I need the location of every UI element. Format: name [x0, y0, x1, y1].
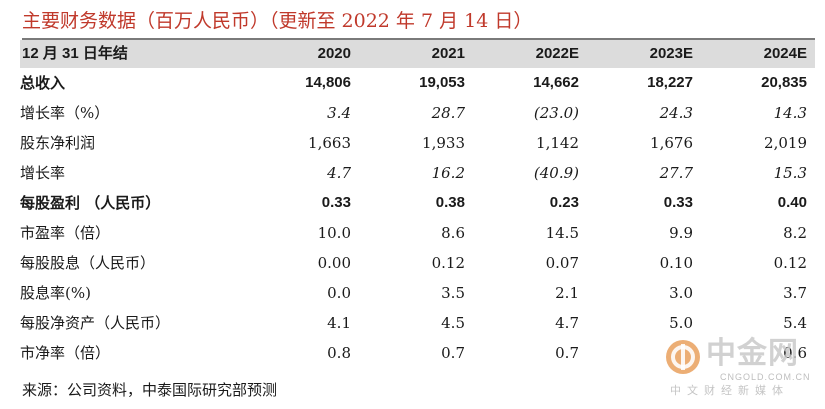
value-cell: 0.8: [327, 344, 351, 362]
row-label: 每股净资产（人民币）: [20, 314, 171, 332]
value-cell: (23.0): [533, 104, 579, 122]
header-year-2020: 2020: [245, 40, 359, 68]
title-divider: [22, 38, 815, 40]
value-cell: 1,933: [422, 134, 465, 152]
value-cell: 14.5: [545, 224, 579, 242]
value-cell: 20,835: [761, 74, 807, 91]
value-cell: 14,806: [305, 74, 351, 91]
value-cell: 9.9: [669, 224, 693, 242]
value-cell: 0.12: [773, 254, 807, 272]
value-cell: 0.12: [431, 254, 465, 272]
header-year-2022e: 2022E: [473, 40, 587, 68]
value-cell: 0.33: [321, 194, 351, 211]
value-cell: 2,019: [764, 134, 807, 152]
row-label: 市净率（倍）: [20, 344, 111, 362]
table-body: 总收入 14,806 19,053 14,662 18,227 20,835 增长率（%） 3…: [20, 68, 815, 368]
value-cell: 10.0: [317, 224, 351, 242]
value-cell: 0.07: [545, 254, 579, 272]
value-cell: 15.3: [773, 164, 807, 182]
value-cell: 4.7: [327, 164, 351, 182]
table-header-row: 12 月 31 日年结 2020 2021 2022E 2023E 2024E: [20, 40, 815, 68]
value-cell: 3.4: [327, 104, 351, 122]
value-cell: 0.00: [317, 254, 351, 272]
row-label: 每股股息（人民币）: [20, 254, 156, 272]
value-cell: 19,053: [419, 74, 465, 91]
value-cell: 0.6: [783, 344, 807, 362]
row-label: 总收入: [20, 74, 66, 92]
source-note: 来源：公司资料，中泰国际研究部预测: [22, 381, 278, 399]
value-cell: 1,663: [308, 134, 351, 152]
table-row: 股息率(%) 0.0 3.5 2.1 3.0 3.7: [20, 278, 815, 308]
value-cell: 0.7: [441, 344, 465, 362]
value-cell: 0.23: [549, 194, 579, 211]
row-label: 股东净利润: [20, 134, 96, 152]
value-cell: 0.38: [435, 194, 465, 211]
value-cell: 16.2: [431, 164, 465, 182]
table-row: 总收入 14,806 19,053 14,662 18,227 20,835: [20, 68, 815, 98]
value-cell: 18,227: [647, 74, 693, 91]
table-row: 每股股息（人民币） 0.00 0.12 0.07 0.10 0.12: [20, 248, 815, 278]
value-cell: 3.7: [783, 284, 807, 302]
value-cell: 0.0: [327, 284, 351, 302]
value-cell: 24.3: [659, 104, 693, 122]
value-cell: 0.10: [659, 254, 693, 272]
watermark: 中金网 CNGOLD.COM.CN 中文财经新媒体: [662, 334, 820, 402]
table-row: 股东净利润 1,663 1,933 1,142 1,676 2,019: [20, 128, 815, 158]
value-cell: 4.5: [441, 314, 465, 332]
value-cell: 5.4: [783, 314, 807, 332]
value-cell: 1,676: [650, 134, 693, 152]
table-row: 每股盈利 （人民币） 0.33 0.38 0.23 0.33 0.40: [20, 188, 815, 218]
table-row: 增长率（%） 3.4 28.7 (23.0) 24.3 14.3: [20, 98, 815, 128]
value-cell: 0.7: [555, 344, 579, 362]
table-row: 每股净资产（人民币） 4.1 4.5 4.7 5.0 5.4: [20, 308, 815, 338]
financial-data-table: 12 月 31 日年结 2020 2021 2022E 2023E 2024E …: [20, 40, 815, 368]
table-row: 增长率 4.7 16.2 (40.9) 27.7 15.3: [20, 158, 815, 188]
row-label: 增长率: [20, 164, 66, 182]
value-cell: 5.0: [669, 314, 693, 332]
header-year-2023e: 2023E: [587, 40, 701, 68]
watermark-tagline: 中文财经新媒体: [670, 384, 789, 397]
value-cell: 4.7: [555, 314, 579, 332]
table-title: 主要财务数据（百万人民币）（更新至 2022 年 7 月 14 日）: [22, 10, 533, 32]
watermark-domain: CNGOLD.COM.CN: [720, 372, 811, 382]
value-cell: 0.40: [777, 194, 807, 211]
value-cell: 27.7: [659, 164, 693, 182]
value-cell: 14.3: [773, 104, 807, 122]
watermark-brand: 中金网: [706, 336, 799, 371]
row-label: 股息率(%): [20, 284, 91, 302]
table-row: 市盈率（倍） 10.0 8.6 14.5 9.9 8.2: [20, 218, 815, 248]
value-cell: 3.0: [669, 284, 693, 302]
table-row: 市净率（倍） 0.8 0.7 0.7 0.6: [20, 338, 815, 368]
header-label: 12 月 31 日年结: [20, 40, 245, 68]
value-cell: 4.1: [327, 314, 351, 332]
value-cell: 8.2: [783, 224, 807, 242]
value-cell: 1,142: [536, 134, 579, 152]
value-cell: 0.33: [663, 194, 693, 211]
value-cell: 8.6: [441, 224, 465, 242]
header-year-2021: 2021: [359, 40, 473, 68]
value-cell: 3.5: [441, 284, 465, 302]
header-year-2024e: 2024E: [701, 40, 815, 68]
value-cell: 28.7: [431, 104, 465, 122]
row-label: 增长率（%）: [20, 104, 110, 122]
row-label: 市盈率（倍）: [20, 224, 111, 242]
value-cell: 2.1: [555, 284, 579, 302]
row-label: 每股盈利 （人民币）: [20, 194, 161, 212]
value-cell: (40.9): [533, 164, 579, 182]
value-cell: 14,662: [533, 74, 579, 91]
coin-logo-icon: [666, 340, 700, 374]
